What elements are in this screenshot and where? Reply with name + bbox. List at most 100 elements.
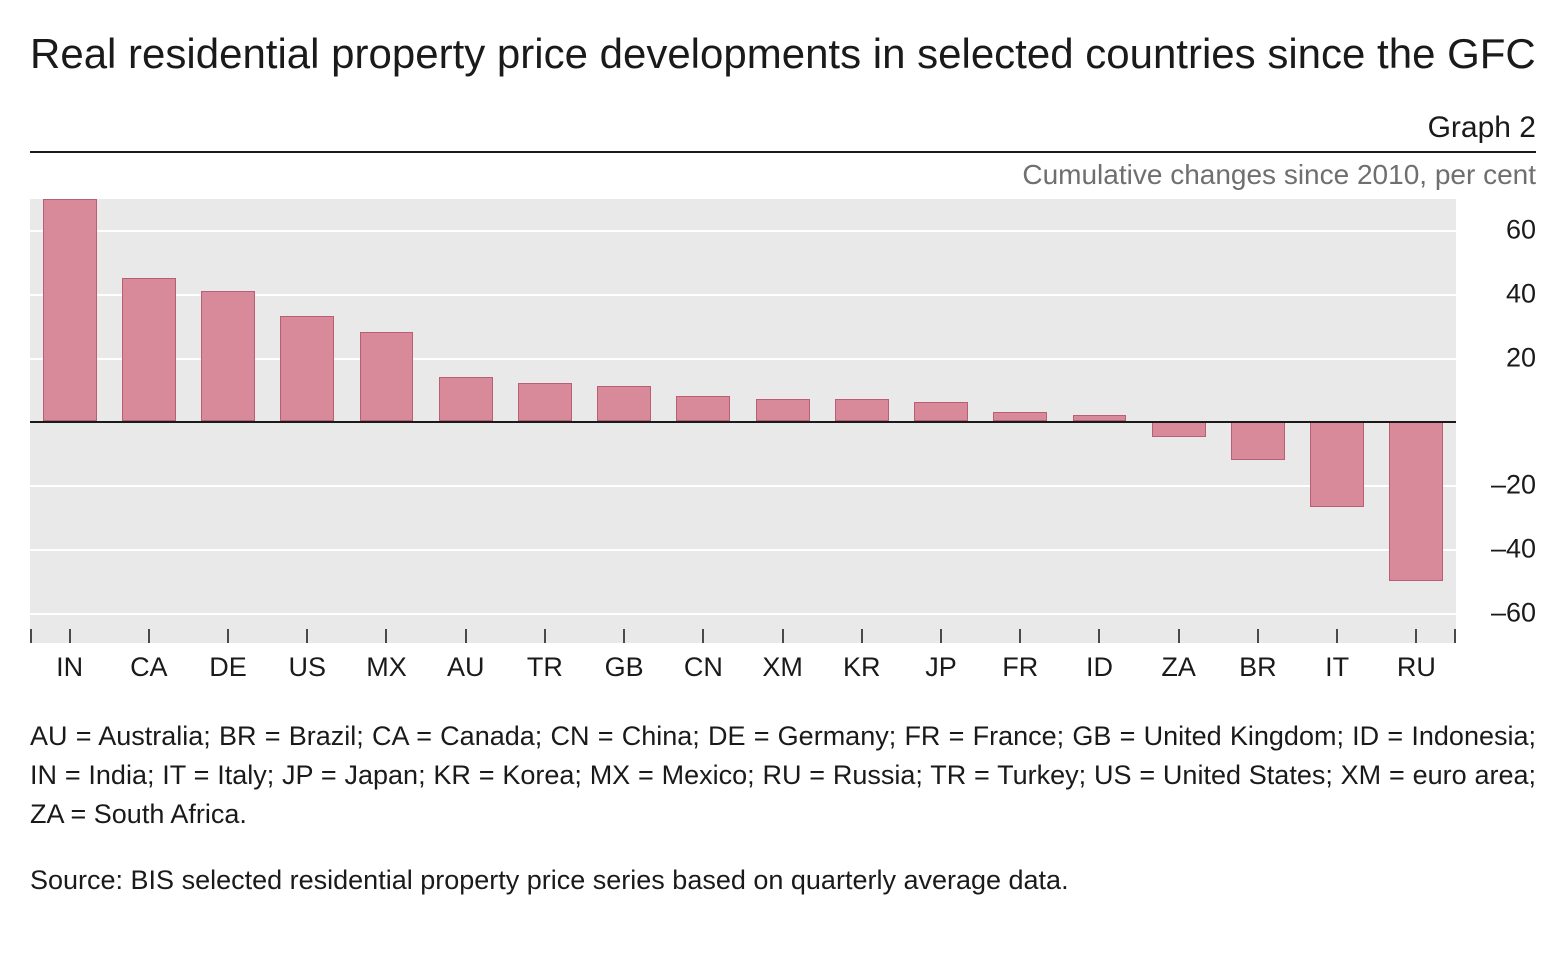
y-tick-label: –20: [1491, 470, 1536, 501]
bar-it: [1310, 421, 1364, 507]
x-axis-label: XM: [743, 652, 822, 683]
x-axis-label: CN: [664, 652, 743, 683]
bar-tr: [518, 383, 572, 421]
y-tick-label: 20: [1506, 342, 1536, 373]
x-tick: [30, 629, 32, 643]
x-axis-label: JP: [901, 652, 980, 683]
bar-ca: [122, 278, 176, 421]
chart-title: Real residential property price developm…: [30, 28, 1536, 81]
bar-slot: [901, 199, 980, 629]
bar-za: [1152, 421, 1206, 437]
source-note: Source: BIS selected residential propert…: [30, 861, 1536, 900]
x-tick-slot: [743, 629, 822, 643]
x-tick: [1098, 629, 1100, 643]
x-axis-label: RU: [1377, 652, 1456, 683]
x-tick: [69, 629, 71, 643]
x-tick-slot: [268, 629, 347, 643]
x-tick: [148, 629, 150, 643]
x-axis-label: ID: [1060, 652, 1139, 683]
plot-row: –60–40–20204060: [30, 199, 1536, 629]
x-tick: [1415, 629, 1417, 643]
bar-fr: [993, 412, 1047, 422]
bar-slot: [1298, 199, 1377, 629]
bar-slot: [1377, 199, 1456, 629]
x-tick-slot: [188, 629, 267, 643]
x-tick-slot: [822, 629, 901, 643]
bar-slot: [505, 199, 584, 629]
x-tick-slot: [1218, 629, 1297, 643]
bar-slot: [664, 199, 743, 629]
x-tick: [306, 629, 308, 643]
bar-gb: [597, 386, 651, 421]
bar-de: [201, 291, 255, 422]
bar-kr: [835, 399, 889, 421]
x-tick: [465, 629, 467, 643]
bar-slot: [109, 199, 188, 629]
x-tick-slot: [505, 629, 584, 643]
bar-slot: [426, 199, 505, 629]
x-tick-slot: [981, 629, 1060, 643]
bar-slot: [347, 199, 426, 629]
x-tick-slot: [426, 629, 505, 643]
x-axis-label: FR: [981, 652, 1060, 683]
bar-slot: [822, 199, 901, 629]
bar-xm: [756, 399, 810, 421]
x-axis-label: TR: [505, 652, 584, 683]
bar-slot: [743, 199, 822, 629]
bar-us: [280, 316, 334, 421]
x-axis-label: DE: [188, 652, 267, 683]
x-axis-label: ZA: [1139, 652, 1218, 683]
chart-subtitle: Cumulative changes since 2010, per cent: [1022, 159, 1536, 191]
x-tick: [623, 629, 625, 643]
x-axis-label: BR: [1218, 652, 1297, 683]
x-axis-label: US: [268, 652, 347, 683]
graph-number-label: Graph 2: [1428, 111, 1536, 145]
x-tick-slot: [901, 629, 980, 643]
bar-slot: [268, 199, 347, 629]
country-code-legend: AU = Australia; BR = Brazil; CA = Canada…: [30, 717, 1536, 834]
y-tick-label: –60: [1491, 597, 1536, 628]
x-axis-label: KR: [822, 652, 901, 683]
x-axis-label: IN: [30, 652, 109, 683]
x-tick: [1454, 629, 1456, 643]
top-divider: [30, 151, 1536, 153]
plot-area: [30, 199, 1456, 629]
zero-line: [30, 421, 1456, 423]
bar-br: [1231, 421, 1285, 459]
x-tick-slot: [1377, 629, 1456, 643]
x-spacer-ticks: [1456, 629, 1536, 644]
x-tick: [544, 629, 546, 643]
x-tick: [1178, 629, 1180, 643]
bar-mx: [360, 332, 414, 421]
x-axis-label: IT: [1298, 652, 1377, 683]
bar-cn: [676, 396, 730, 421]
x-tick: [1257, 629, 1259, 643]
x-tick-slot: [1298, 629, 1377, 643]
x-tick-row: [30, 629, 1536, 644]
bar-chart: –60–40–20204060 INCADEUSMXAUTRGBCNXMKRJP…: [30, 199, 1536, 683]
y-tick-label: 40: [1506, 279, 1536, 310]
x-tick-slot: [347, 629, 426, 643]
x-tick: [1019, 629, 1021, 643]
x-tick-slot: [30, 629, 109, 643]
x-axis-labels: INCADEUSMXAUTRGBCNXMKRJPFRIDZABRITRU: [30, 652, 1536, 683]
x-tick: [940, 629, 942, 643]
y-tick-label: –40: [1491, 533, 1536, 564]
bar-slot: [1060, 199, 1139, 629]
page-root: Real residential property price developm…: [0, 0, 1566, 967]
bar-au: [439, 377, 493, 422]
x-tick-slot: [585, 629, 664, 643]
x-axis-label: CA: [109, 652, 188, 683]
x-tick-slot: [109, 629, 188, 643]
x-tick-slot: [1139, 629, 1218, 643]
x-ticks: [30, 629, 1456, 644]
x-axis-label: GB: [585, 652, 664, 683]
x-axis-label: AU: [426, 652, 505, 683]
x-tick-slot: [664, 629, 743, 643]
bar-jp: [914, 402, 968, 421]
bars-layer: [30, 199, 1456, 629]
x-tick: [782, 629, 784, 643]
bar-slot: [585, 199, 664, 629]
x-axis-label: MX: [347, 652, 426, 683]
x-tick: [1336, 629, 1338, 643]
